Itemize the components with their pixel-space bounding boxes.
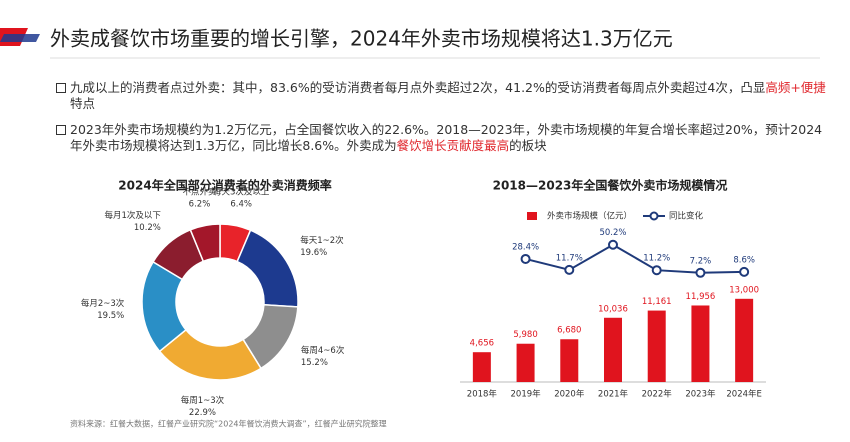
- line-point: [564, 264, 575, 275]
- bar: [560, 339, 579, 382]
- bullet-text: 2023年外卖市场规模约为1.2万亿元，占全国餐饮收入的22.6%。2018—2…: [70, 122, 823, 153]
- slice-label: 每天1~2次: [300, 235, 344, 246]
- data-label: 5,980: [513, 330, 537, 340]
- data-label: 11.7%: [556, 253, 583, 263]
- line-point: [651, 265, 662, 276]
- slice-value: 19.5%: [97, 311, 124, 321]
- bullet-text: 高频+便捷: [765, 80, 826, 95]
- slice-label: 每周1~3次: [181, 395, 225, 406]
- slice-value: 6.4%: [230, 200, 252, 210]
- bar: [516, 343, 535, 382]
- x-tick-label: 2020年: [554, 389, 585, 400]
- pie-slice: [189, 223, 221, 263]
- data-label: 4,656: [470, 339, 494, 349]
- x-tick-label: 2019年: [511, 389, 542, 400]
- data-label: 8.6%: [733, 255, 755, 265]
- chart-title: 2018—2023年全国餐饮外卖市场规模情况: [493, 178, 728, 193]
- data-label: 11,161: [642, 297, 672, 307]
- bullet: 九成以上的消费者点过外卖：其中，83.6%的受访消费者每月点外卖超过2次，41.…: [56, 80, 830, 112]
- x-tick-label: 2022年: [642, 389, 673, 400]
- bullet-text: 的板块: [509, 138, 547, 153]
- legend-label: 外卖市场规模（亿元）: [547, 211, 632, 222]
- data-label: 11.2%: [643, 254, 670, 264]
- slice-value: 19.6%: [300, 248, 327, 258]
- bullet: 2023年外卖市场规模约为1.2万亿元，占全国餐饮收入的22.6%。2018—2…: [56, 122, 830, 154]
- slice-label: 每天3次及以上: [213, 187, 270, 198]
- line-point: [608, 239, 618, 250]
- bullet-text: 九成以上的消费者点过外卖：其中，83.6%的受访消费者每月点外卖超过2次，41.…: [70, 80, 766, 95]
- bar: [691, 305, 710, 382]
- x-tick-label: 2018年: [467, 389, 498, 400]
- slide-title: 外卖成餐饮市场重要的增长引擎，2024年外卖市场规模将达1.3万亿元: [50, 27, 673, 51]
- logo-bar: [0, 34, 40, 42]
- slice-label: 每周4~6次: [301, 345, 345, 356]
- line-point: [520, 253, 531, 264]
- x-tick-label: 2023年: [685, 389, 716, 400]
- slice-value: 22.9%: [189, 408, 216, 418]
- legend-swatch: [649, 211, 659, 221]
- slice-label: 每月1次及以下: [104, 210, 161, 221]
- line-point: [695, 267, 706, 278]
- source-note: 资料来源：红餐大数据，红餐产业研究院“2024年餐饮消费大调查”，红餐产业研究院…: [70, 419, 387, 429]
- data-label: 13,000: [729, 285, 759, 295]
- legend-swatch: [527, 212, 537, 220]
- pie-slice: [236, 229, 299, 308]
- data-label: 6,680: [557, 326, 581, 336]
- legend-label: 同比变化: [669, 211, 704, 222]
- slice-value: 10.2%: [134, 223, 161, 233]
- line-point: [739, 266, 750, 277]
- x-tick-label: 2024年E: [726, 389, 762, 400]
- bar: [647, 310, 666, 382]
- slice-value: 15.2%: [301, 358, 328, 368]
- data-label: 11,956: [686, 292, 716, 302]
- bar: [735, 298, 754, 382]
- data-label: 10,036: [598, 304, 628, 314]
- bar: [472, 352, 491, 382]
- bar: [604, 317, 622, 382]
- chart-title: 2024年全国部分消费者的外卖消费频率: [118, 178, 331, 193]
- bullet-text: 餐饮增长贡献度最高: [396, 138, 510, 153]
- x-tick-label: 2021年: [598, 389, 629, 400]
- data-label: 7.2%: [690, 256, 712, 266]
- bullet-text: 特点: [70, 96, 96, 111]
- data-label: 28.4%: [512, 242, 539, 252]
- data-label: 50.2%: [599, 228, 626, 238]
- line: [525, 243, 745, 274]
- slice-label: 不点外卖: [182, 187, 217, 198]
- slice-label: 每月2~3次: [81, 298, 125, 309]
- slice-value: 6.2%: [189, 200, 211, 210]
